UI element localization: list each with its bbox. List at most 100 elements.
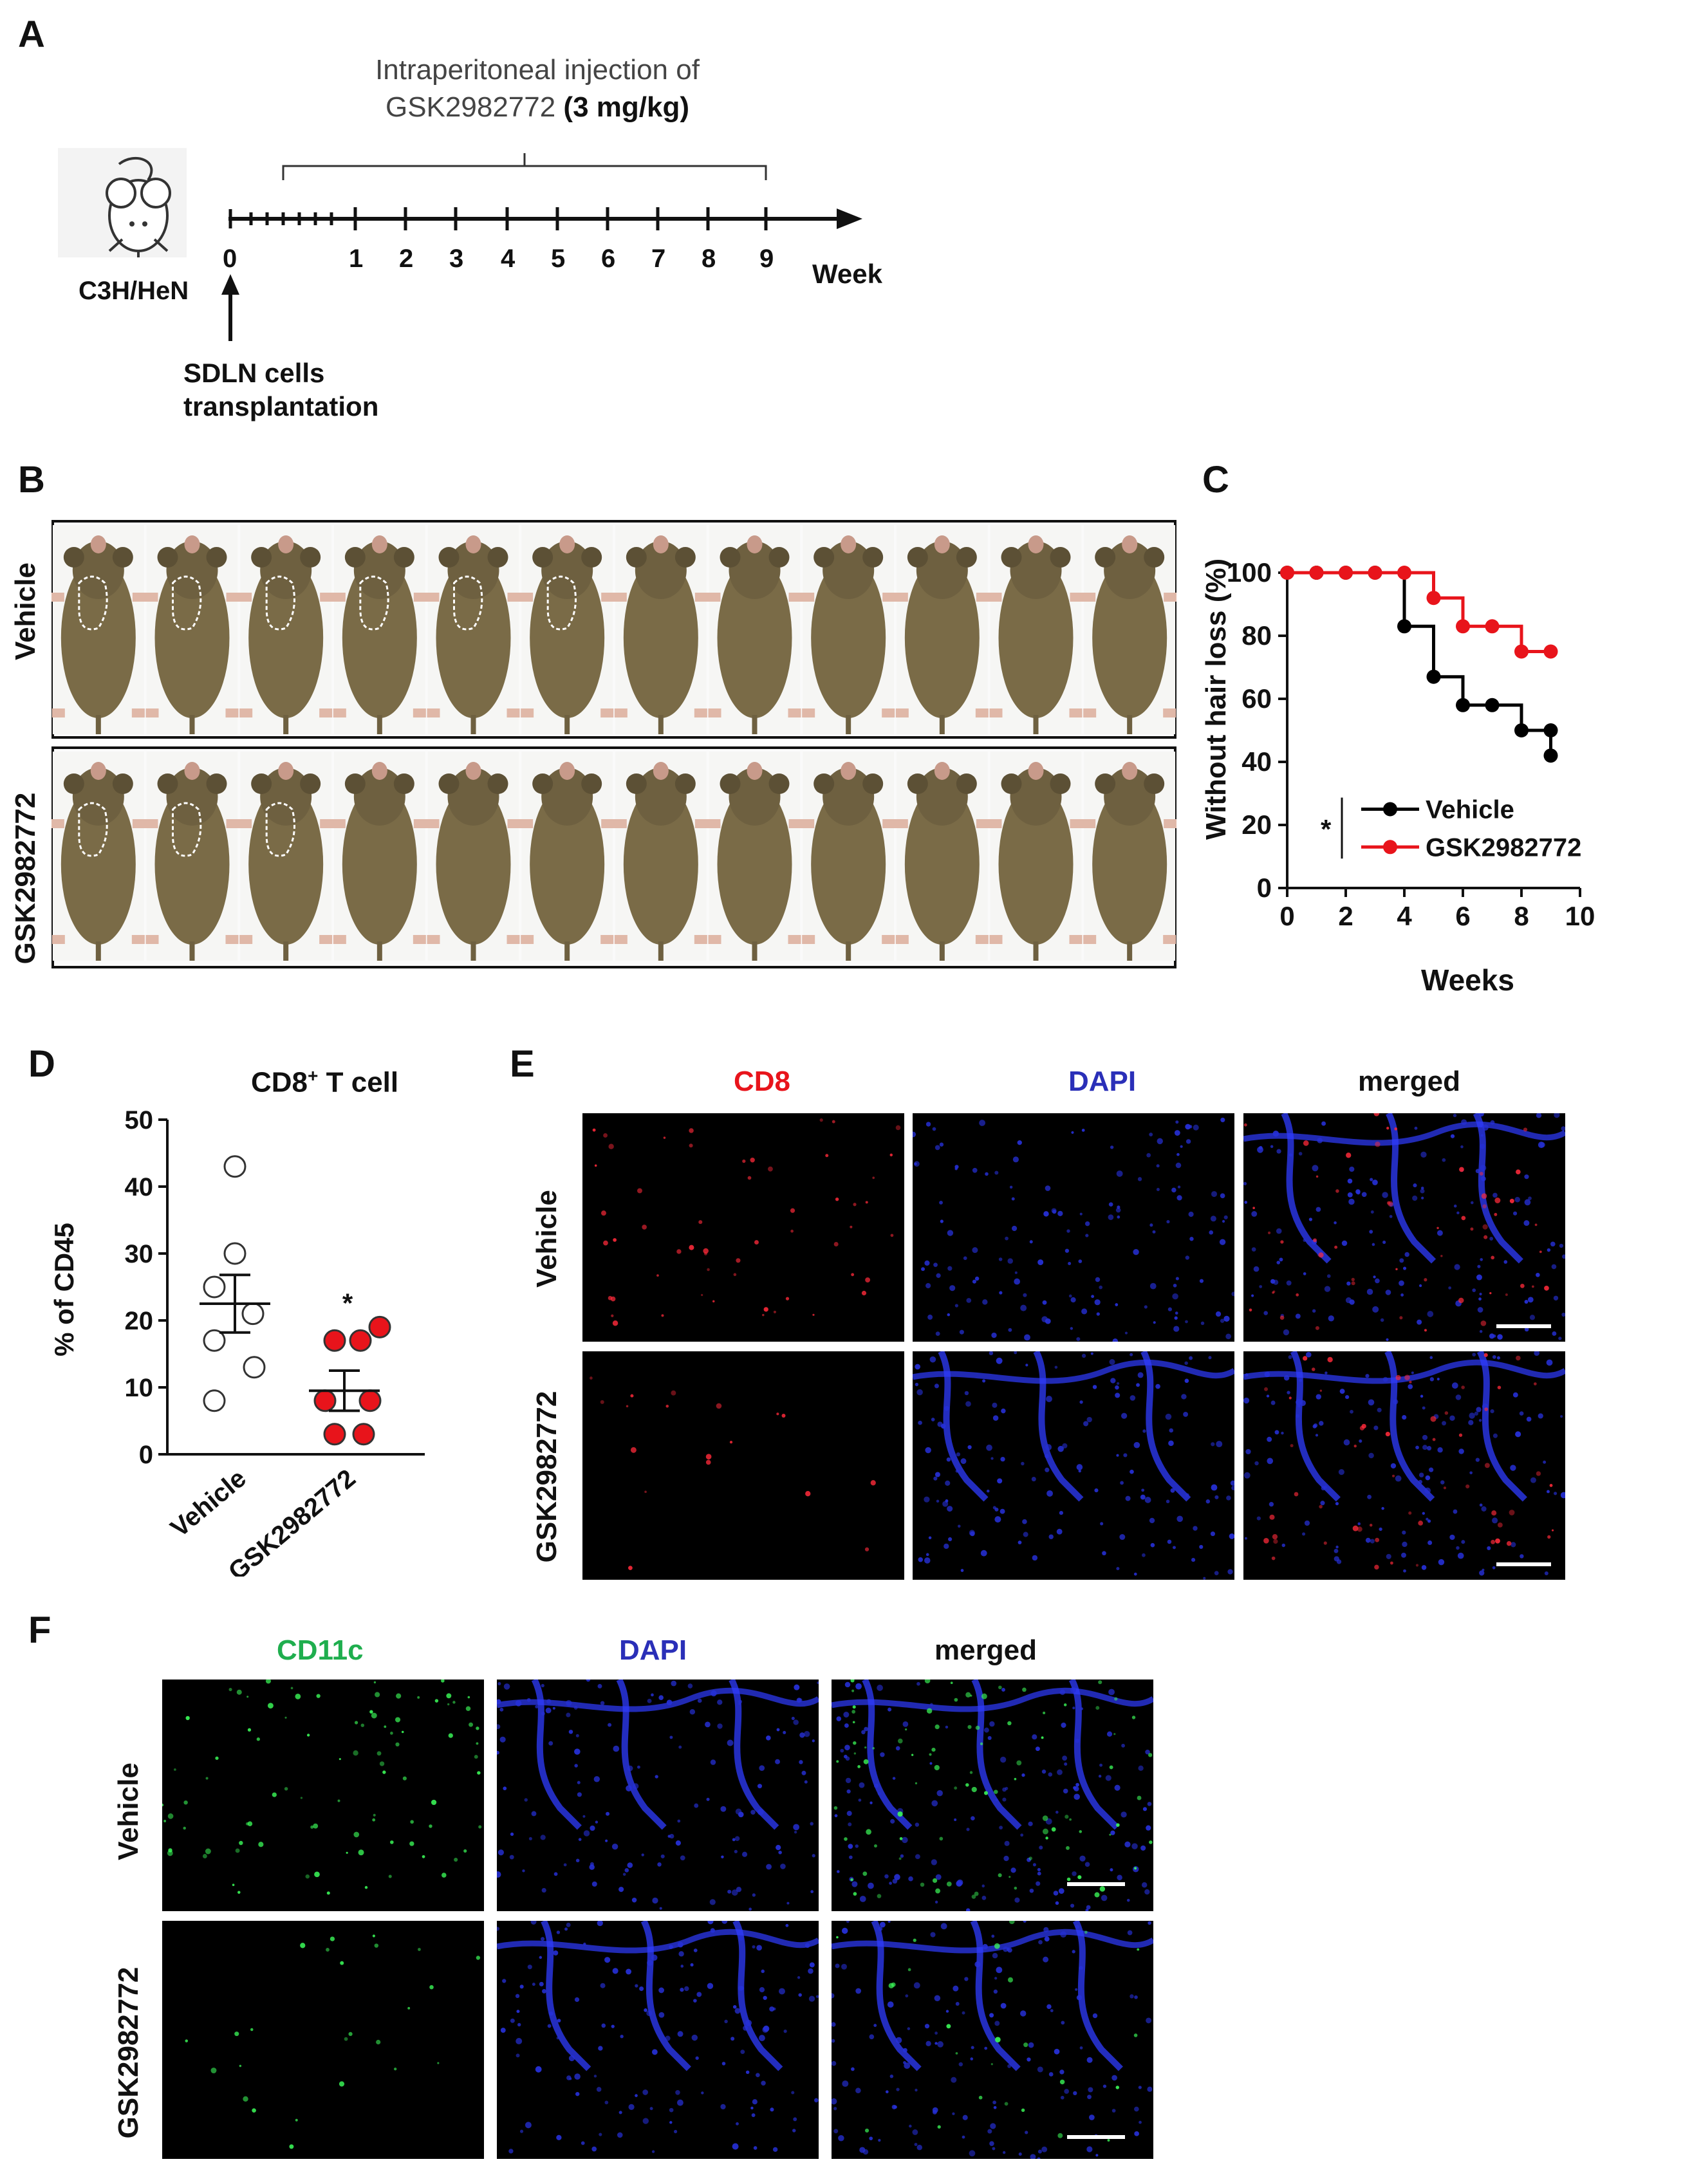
dapi-nucleus (553, 1950, 559, 1956)
dapi-nucleus (903, 2061, 906, 2064)
dapi-nucleus (720, 1806, 727, 1812)
dapi-nucleus (1111, 2109, 1116, 2113)
stain-signal (379, 1761, 385, 1766)
stain-signal (750, 1158, 755, 1163)
dapi-nucleus (1188, 1211, 1194, 1217)
dapi-nucleus (598, 2046, 603, 2051)
dapi-nucleus (1402, 1541, 1408, 1548)
c-data-point (1456, 619, 1470, 634)
stain-signal (382, 1770, 386, 1774)
stain-signal (920, 1882, 925, 1887)
dapi-nucleus (604, 1957, 611, 1963)
dapi-nucleus (1003, 1855, 1009, 1862)
dapi-nucleus (766, 1735, 771, 1741)
dapi-nucleus (1027, 1857, 1031, 1862)
dapi-nucleus (1051, 1208, 1057, 1214)
stain-signal (1424, 1329, 1427, 1332)
dapi-nucleus (1297, 1404, 1301, 1408)
dapi-nucleus (1043, 1927, 1049, 1933)
stain-signal (1022, 1687, 1027, 1692)
dapi-nucleus (1020, 1833, 1024, 1837)
stain-signal (1404, 1374, 1410, 1380)
dapi-nucleus (846, 1789, 851, 1794)
dapi-nucleus (1481, 1176, 1486, 1181)
hair-loss-outline (546, 575, 577, 631)
stain-signal (237, 1891, 241, 1894)
dapi-nucleus (516, 2053, 520, 2058)
dapi-nucleus (992, 1952, 998, 1959)
dapi-nucleus (1112, 1338, 1119, 1342)
dapi-nucleus (1402, 1414, 1407, 1420)
dapi-nucleus (929, 1762, 933, 1765)
stain-signal (1319, 1504, 1323, 1509)
dapi-nucleus (1422, 1512, 1426, 1515)
injection-drug: GSK2982772 (385, 91, 556, 123)
stain-signal (911, 1754, 914, 1756)
dapi-nucleus (612, 1968, 618, 1974)
stain-signal (967, 1725, 972, 1729)
stain-signal (388, 1874, 392, 1878)
dapi-nucleus (1009, 1185, 1013, 1189)
dapi-nucleus (1243, 1472, 1251, 1479)
dapi-nucleus (1108, 1214, 1114, 1220)
dapi-nucleus (617, 2132, 623, 2138)
dapi-nucleus (1420, 1151, 1427, 1158)
dapi-nucleus (809, 1962, 815, 1968)
stain-signal (661, 1314, 664, 1317)
dapi-nucleus (1469, 1412, 1475, 1419)
dapi-nucleus (1018, 1541, 1022, 1544)
dapi-nucleus (1120, 1412, 1128, 1419)
stain-signal (852, 1705, 856, 1709)
dapi-nucleus (1000, 1456, 1005, 1462)
dapi-nucleus (936, 1273, 941, 1278)
dapi-nucleus (1348, 1198, 1355, 1205)
stain-signal (1432, 1438, 1436, 1441)
dapi-nucleus (959, 1329, 964, 1335)
stain-signal (1430, 1416, 1437, 1422)
dapi-nucleus (647, 1698, 652, 1703)
d-y-tick-label: 0 (139, 1441, 153, 1469)
dapi-nucleus (1205, 1499, 1211, 1504)
dapi-nucleus (604, 2100, 609, 2105)
dapi-nucleus (1478, 1419, 1482, 1422)
dapi-nucleus (749, 1907, 752, 1911)
dapi-nucleus (940, 1923, 947, 1930)
dapi-tissue-fold (1140, 1351, 1191, 1502)
dapi-nucleus (1149, 1282, 1157, 1290)
c-y-tick-label: 80 (1241, 620, 1272, 651)
dapi-nucleus (793, 2117, 797, 2122)
mouse-photo (987, 525, 1084, 734)
dapi-nucleus (844, 1744, 850, 1751)
dapi-nucleus (657, 1862, 662, 1867)
e-col-dapi: DAPI (1068, 1066, 1137, 1097)
dapi-nucleus (1008, 1328, 1012, 1332)
dapi-nucleus (660, 1854, 665, 1858)
dapi-nucleus (1007, 1258, 1013, 1264)
stain-signal (763, 1307, 768, 1312)
dapi-nucleus (1492, 1433, 1498, 1438)
dapi-nucleus (1056, 1528, 1063, 1535)
stain-signal (1497, 1522, 1503, 1528)
stain-signal (376, 2039, 381, 2045)
dapi-nucleus (1455, 1394, 1462, 1400)
transplant-label-line1: SDLN cells (183, 358, 325, 388)
dapi-nucleus (985, 1172, 989, 1176)
dapi-nucleus (880, 1752, 885, 1757)
dapi-nucleus (956, 1880, 962, 1887)
dapi-nucleus (574, 1997, 580, 2003)
dapi-nucleus (1536, 1272, 1540, 1277)
dapi-nucleus (528, 1837, 532, 1840)
dapi-nucleus (1210, 1216, 1216, 1222)
dapi-nucleus (1193, 1124, 1199, 1131)
dapi-nucleus (964, 1977, 969, 1981)
dapi-nucleus (1031, 1477, 1036, 1482)
dapi-nucleus (1165, 1413, 1172, 1420)
dapi-nucleus (1251, 1294, 1254, 1297)
dapi-nucleus (1288, 1355, 1292, 1359)
stain-signal (608, 1295, 613, 1300)
stain-signal (330, 1936, 335, 1941)
dapi-nucleus (1061, 2021, 1065, 2025)
dapi-nucleus (1014, 1351, 1018, 1355)
stain-signal (409, 1841, 414, 1846)
dapi-nucleus (577, 1781, 581, 1784)
